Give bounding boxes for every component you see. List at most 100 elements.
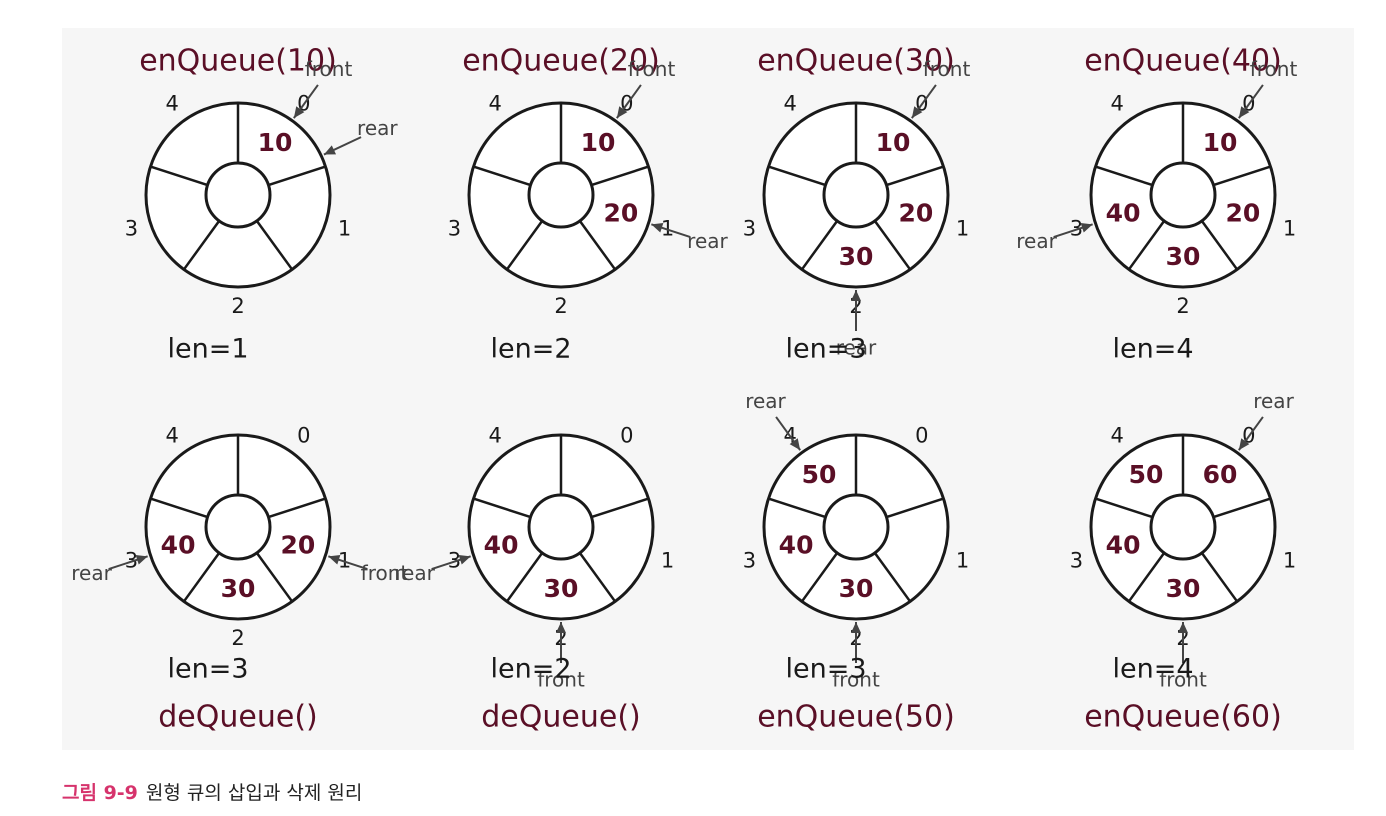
slot-index-2: 2	[231, 626, 244, 650]
queue-hub	[204, 161, 272, 229]
slot-index-4: 4	[1110, 91, 1123, 115]
slot-divider	[1127, 220, 1166, 271]
slot-divider	[1213, 165, 1271, 187]
slot-index-3: 3	[743, 549, 756, 573]
slot-value: 10	[876, 128, 911, 157]
slot-divider	[473, 497, 531, 519]
slot-value: 50	[1129, 460, 1164, 489]
rear-pointer-label: rear	[357, 116, 398, 140]
queue-hub	[204, 493, 272, 561]
slot-value: 60	[1203, 460, 1238, 489]
front-pointer-label: front	[537, 668, 585, 692]
operation-label: enQueue(60)	[1084, 700, 1282, 735]
front-pointer-arrowhead	[556, 622, 566, 633]
queue-hub	[1149, 493, 1217, 561]
slot-index-4: 4	[783, 91, 796, 115]
front-pointer-label: front	[832, 668, 880, 692]
front-pointer-arrowhead	[911, 106, 923, 119]
slot-divider	[1127, 552, 1166, 603]
figure-number: 그림 9-9	[62, 782, 138, 804]
slot-index-1: 1	[661, 549, 674, 573]
slot-divider	[873, 552, 912, 603]
slot-index-1: 1	[956, 217, 969, 241]
front-pointer: front	[911, 57, 970, 119]
slot-divider	[800, 220, 839, 271]
queue-hub	[527, 493, 595, 561]
rear-pointer: rear	[323, 116, 398, 156]
operation-label: enQueue(40)	[1084, 44, 1282, 79]
slot-divider	[182, 220, 221, 271]
slot-value: 50	[802, 460, 837, 489]
operation-label: enQueue(50)	[757, 700, 955, 735]
slot-divider	[255, 220, 294, 271]
slot-index-1: 1	[1283, 217, 1296, 241]
front-pointer-label: front	[361, 561, 409, 585]
length-label: len=2	[490, 654, 571, 685]
rear-pointer: rear	[1238, 389, 1295, 451]
front-pointer-arrowhead	[1238, 106, 1250, 119]
front-pointer-label: front	[1159, 668, 1207, 692]
figure-caption-text: 원형 큐의 삽입과 삭제 원리	[145, 782, 363, 804]
slot-divider	[473, 165, 531, 187]
slot-divider	[150, 165, 208, 187]
slot-value: 20	[1226, 198, 1261, 227]
front-pointer: front	[1238, 57, 1297, 119]
slot-divider	[578, 220, 617, 271]
slot-divider	[1200, 552, 1239, 603]
length-label: len=1	[167, 334, 248, 365]
rear-pointer-label: rear	[394, 561, 435, 585]
front-pointer: front	[537, 622, 585, 692]
front-pointer: front	[832, 622, 880, 692]
slot-divider	[268, 497, 326, 519]
queue-hub	[822, 161, 890, 229]
slot-value: 40	[1106, 198, 1141, 227]
operation-label: enQueue(30)	[757, 44, 955, 79]
rear-pointer-arrowhead	[1238, 438, 1250, 451]
rear-pointer-label: rear	[687, 229, 728, 253]
rear-pointer-label: rear	[745, 389, 786, 413]
slot-value: 40	[779, 530, 814, 559]
front-pointer: front	[1159, 622, 1207, 692]
front-pointer: front	[293, 57, 353, 119]
slot-divider	[591, 497, 649, 519]
slot-index-1: 1	[956, 549, 969, 573]
slot-divider	[768, 165, 826, 187]
length-label: len=3	[785, 334, 866, 365]
front-pointer-label: front	[305, 57, 353, 81]
slot-divider	[800, 552, 839, 603]
slot-value: 40	[484, 530, 519, 559]
rear-pointer: rear	[651, 223, 729, 253]
slot-divider	[873, 220, 912, 271]
rear-pointer-arrowhead	[458, 555, 471, 565]
rear-pointer-arrowhead	[789, 438, 801, 451]
slot-divider	[768, 497, 826, 519]
slot-index-3: 3	[743, 217, 756, 241]
slot-value: 30	[544, 574, 579, 603]
rear-pointer-arrowhead	[323, 145, 337, 155]
rear-pointer-arrowhead	[851, 290, 861, 301]
slot-divider	[1200, 220, 1239, 271]
slot-value: 20	[281, 530, 316, 559]
slot-index-4: 4	[488, 423, 501, 447]
slot-index-4: 4	[165, 423, 178, 447]
slot-divider	[268, 165, 326, 187]
slot-value: 10	[258, 128, 293, 157]
figure-caption: 그림 9-9 원형 큐의 삽입과 삭제 원리	[62, 778, 362, 805]
slot-index-4: 4	[1110, 423, 1123, 447]
front-pointer-arrowhead	[328, 555, 341, 565]
slot-divider	[182, 552, 221, 603]
slot-value: 40	[161, 530, 196, 559]
queue-hub	[1149, 161, 1217, 229]
slot-index-2: 2	[1176, 294, 1189, 318]
slot-divider	[578, 552, 617, 603]
slot-value: 20	[604, 198, 639, 227]
slot-divider	[591, 165, 649, 187]
slot-value: 30	[1166, 242, 1201, 271]
slot-value: 40	[1106, 530, 1141, 559]
rear-pointer-label: rear	[1016, 229, 1057, 253]
rear-pointer: rear	[1016, 223, 1093, 253]
